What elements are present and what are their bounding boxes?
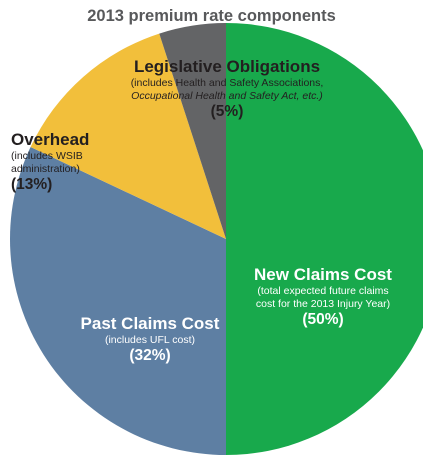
legislative-obligations-note-2: Occupational Health and Safety Act, etc.…	[131, 90, 323, 102]
pie-slice-legislative-obligations	[159, 23, 226, 239]
pie-slice-past-claims-cost	[10, 147, 226, 455]
label-legislative-obligations: Legislative Obligations (includes Health…	[72, 57, 382, 121]
overhead-note-2: administration)	[11, 163, 80, 175]
label-overhead: Overhead (includes WSIB administration) …	[11, 130, 89, 194]
pie-slice-overhead	[30, 33, 227, 239]
past-claims-cost-name: Past Claims Cost	[80, 314, 220, 333]
new-claims-cost-note-2: cost for the 2013 Injury Year)	[255, 298, 391, 310]
legislative-obligations-note-1: (includes Health and Safety Associations…	[130, 77, 324, 89]
overhead-percent: (13%)	[11, 176, 53, 193]
new-claims-cost-name: New Claims Cost	[254, 265, 392, 284]
pie-slice-new-claims-cost	[226, 23, 423, 455]
chart-title: 2013 premium rate components	[87, 7, 336, 25]
label-new-claims-cost: New Claims Cost (total expected future c…	[228, 265, 418, 329]
new-claims-cost-note-1: (total expected future claims	[257, 285, 389, 297]
overhead-note-1: (includes WSIB	[11, 150, 83, 162]
past-claims-cost-percent: (32%)	[129, 347, 171, 364]
legislative-obligations-name: Legislative Obligations	[133, 57, 321, 76]
new-claims-cost-percent: (50%)	[302, 311, 344, 328]
overhead-name: Overhead	[11, 130, 90, 149]
past-claims-cost-note: (includes UFL cost)	[104, 334, 196, 346]
label-past-claims-cost: Past Claims Cost (includes UFL cost) (32…	[65, 314, 235, 365]
legislative-obligations-percent: (5%)	[210, 103, 244, 120]
